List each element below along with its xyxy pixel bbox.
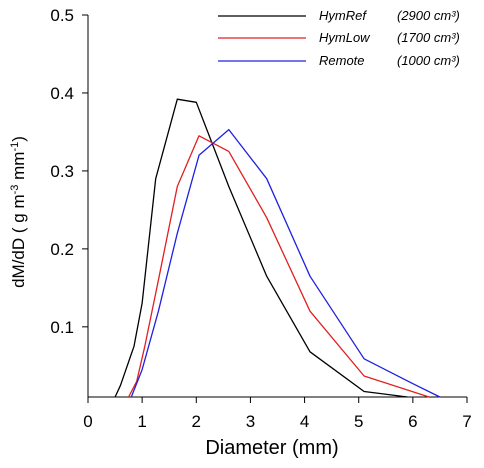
legend-entry-hymlow: HymLow (1700 cm³) bbox=[218, 30, 460, 45]
series-line-hymlow bbox=[128, 135, 430, 398]
x-tick-label: 5 bbox=[354, 412, 363, 431]
series-line-remote bbox=[130, 128, 441, 398]
x-tick-label: 6 bbox=[408, 412, 417, 431]
series-lines bbox=[114, 98, 441, 398]
legend-note-remote: (1000 cm³) bbox=[397, 53, 460, 68]
y-tick-label: 0.5 bbox=[50, 6, 74, 25]
x-tick-label: 4 bbox=[300, 412, 309, 431]
y-axis-title-mid: mm bbox=[9, 152, 28, 185]
legend-entry-remote: Remote (1000 cm³) bbox=[218, 53, 460, 68]
x-ticks: 0 1 2 3 4 5 6 7 bbox=[83, 397, 472, 431]
y-tick-label: 0.4 bbox=[50, 84, 74, 103]
y-axis-title-sup1: -3 bbox=[9, 185, 21, 195]
x-tick-label: 1 bbox=[137, 412, 146, 431]
y-tick-label: 0.1 bbox=[50, 318, 74, 337]
x-tick-label: 2 bbox=[192, 412, 201, 431]
y-axis-title: dM/dD ( g m-3 mm-1) bbox=[9, 136, 28, 288]
plot-area: 0 1 2 3 4 5 6 7 0.1 0.2 0.3 0.4 0.5 bbox=[50, 6, 471, 431]
y-tick-label: 0.2 bbox=[50, 240, 74, 259]
y-tick-label: 0.3 bbox=[50, 162, 74, 181]
y-axis-title-end: ) bbox=[9, 136, 28, 142]
legend-label-remote: Remote bbox=[319, 53, 365, 68]
series-line-hymref bbox=[114, 98, 408, 398]
legend-note-hymref: (2900 cm³) bbox=[397, 8, 460, 23]
legend-entry-hymref: HymRef (2900 cm³) bbox=[218, 8, 460, 23]
legend-label-hymlow: HymLow bbox=[319, 30, 371, 45]
y-axis-title-sup2: -1 bbox=[9, 142, 21, 152]
y-axis-title-main: dM/dD ( g m bbox=[9, 194, 28, 288]
x-tick-label: 0 bbox=[83, 412, 92, 431]
legend-note-hymlow: (1700 cm³) bbox=[397, 30, 460, 45]
legend-label-hymref: HymRef bbox=[319, 8, 367, 23]
y-ticks: 0.1 0.2 0.3 0.4 0.5 bbox=[50, 6, 88, 337]
legend: HymRef (2900 cm³) HymLow (1700 cm³) Remo… bbox=[218, 8, 460, 68]
x-axis-title: Diameter (mm) bbox=[205, 437, 338, 459]
x-tick-label: 7 bbox=[462, 412, 471, 431]
x-tick-label: 3 bbox=[246, 412, 255, 431]
